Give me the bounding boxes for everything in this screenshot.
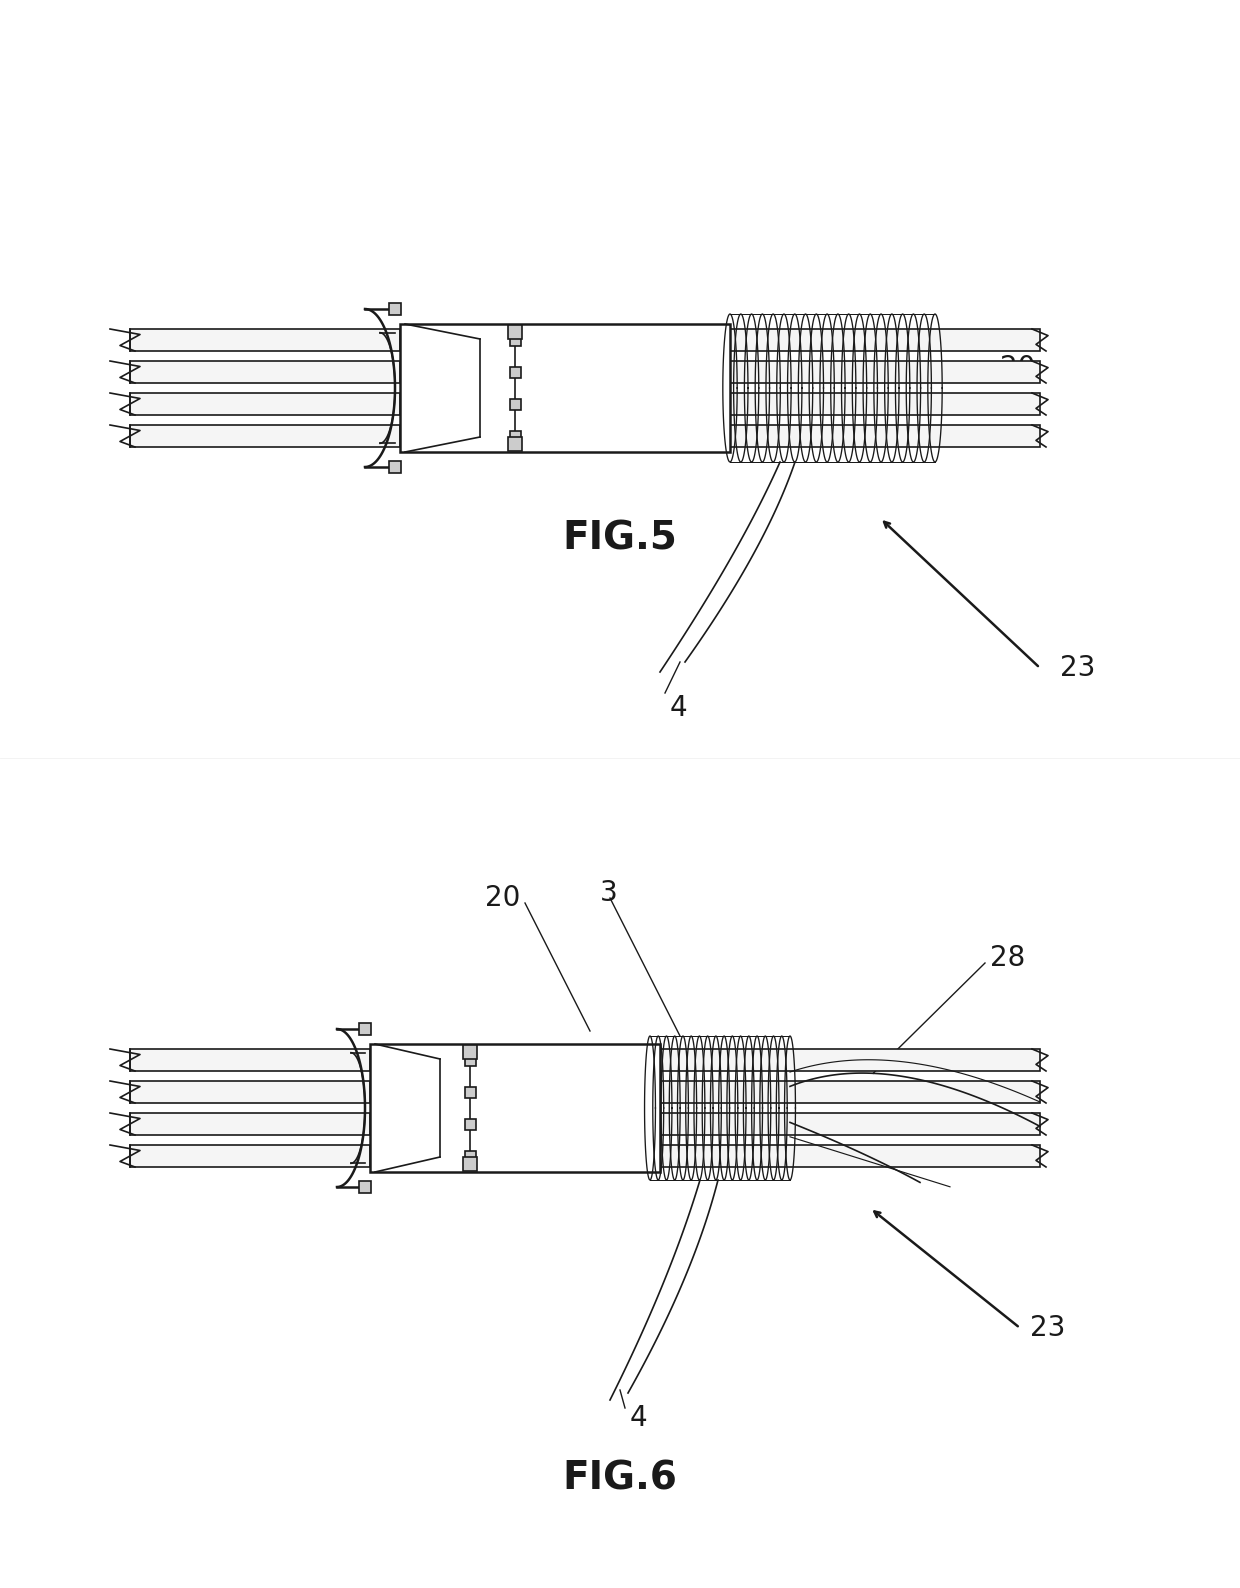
Bar xyxy=(730,392,1040,414)
Bar xyxy=(130,329,401,351)
Text: 28: 28 xyxy=(990,943,1025,972)
Text: 23: 23 xyxy=(1030,1313,1065,1342)
Text: 20: 20 xyxy=(999,354,1035,383)
Bar xyxy=(360,1181,371,1193)
Bar xyxy=(389,461,401,473)
Text: 20: 20 xyxy=(485,885,520,912)
Bar xyxy=(660,1050,1040,1070)
Bar xyxy=(510,430,521,441)
Text: 4: 4 xyxy=(630,1404,647,1432)
Bar xyxy=(360,1023,371,1035)
Text: 4: 4 xyxy=(670,694,688,723)
Text: 23: 23 xyxy=(1060,654,1095,681)
Bar xyxy=(130,1113,370,1135)
Text: FIG.6: FIG.6 xyxy=(563,1459,677,1497)
Bar xyxy=(465,1150,475,1161)
Text: FIG.5: FIG.5 xyxy=(563,519,677,557)
Bar xyxy=(465,1118,475,1129)
Text: 3: 3 xyxy=(600,880,618,907)
Bar xyxy=(130,1050,370,1070)
Bar xyxy=(130,1145,370,1167)
Bar xyxy=(660,1081,1040,1104)
Bar xyxy=(510,367,521,378)
Bar xyxy=(510,399,521,410)
Bar xyxy=(660,1145,1040,1167)
Bar xyxy=(130,360,401,383)
Bar xyxy=(370,1043,660,1172)
Bar xyxy=(389,303,401,314)
Bar xyxy=(130,392,401,414)
Bar xyxy=(465,1086,475,1097)
Bar xyxy=(508,437,522,451)
Bar xyxy=(730,426,1040,446)
Bar xyxy=(730,360,1040,383)
Bar xyxy=(465,1054,475,1066)
Bar xyxy=(508,326,522,338)
Bar xyxy=(463,1158,477,1170)
Bar xyxy=(730,329,1040,351)
Bar xyxy=(130,1081,370,1104)
Bar xyxy=(130,426,401,446)
Bar xyxy=(401,324,730,453)
Bar xyxy=(660,1113,1040,1135)
Bar xyxy=(463,1045,477,1059)
Bar xyxy=(510,335,521,346)
